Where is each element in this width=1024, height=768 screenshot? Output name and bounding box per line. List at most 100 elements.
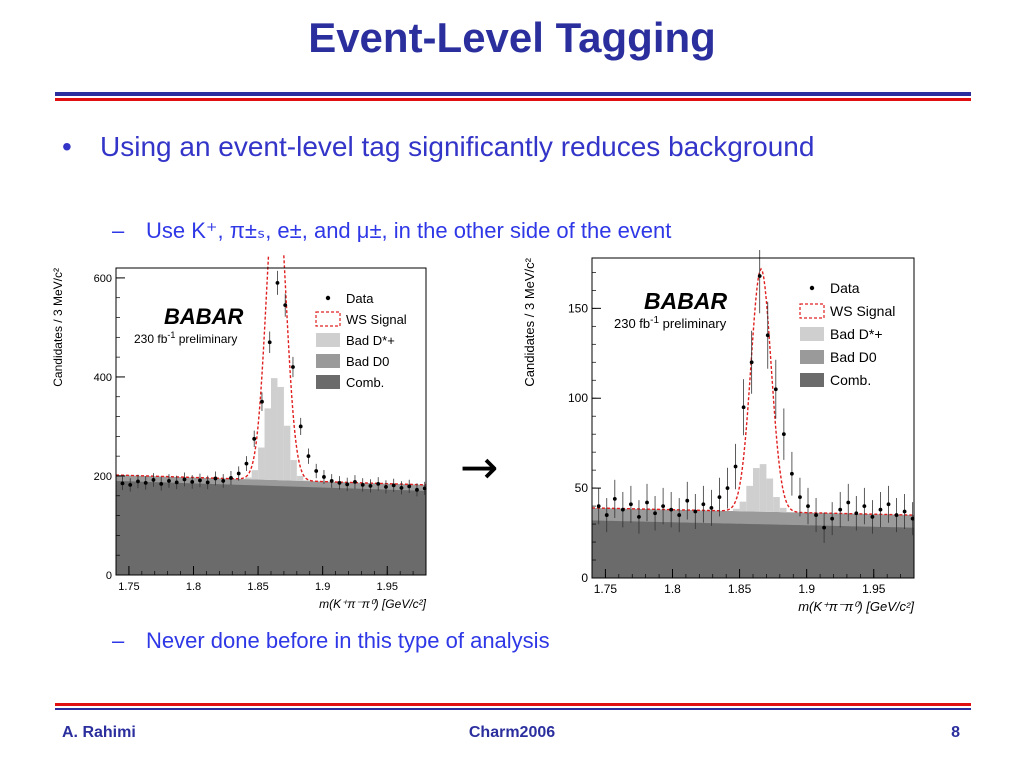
- bad-dstar-bin: [766, 478, 774, 512]
- data-point: [322, 475, 326, 479]
- luminosity-label: 230 fb-1 preliminary: [134, 330, 237, 346]
- data-point: [612, 496, 617, 501]
- footer-author: A. Rahimi: [62, 724, 136, 741]
- data-point: [182, 477, 187, 482]
- combinatoric-component: [116, 480, 426, 575]
- legend-label: Comb.: [346, 375, 384, 390]
- data-point: [128, 482, 133, 487]
- data-point: [677, 513, 682, 517]
- data-point: [174, 480, 179, 485]
- legend-swatch: [800, 373, 824, 387]
- legend-label: WS Signal: [830, 303, 895, 319]
- data-point: [629, 502, 633, 507]
- data-point: [596, 504, 601, 508]
- data-point: [862, 504, 867, 508]
- data-point: [407, 484, 412, 489]
- data-point: [886, 502, 891, 507]
- data-point: [329, 479, 334, 483]
- ws-signal-curve: [591, 267, 915, 516]
- data-point: [283, 303, 288, 308]
- bad-dstar-bin: [773, 497, 780, 513]
- data-point: [190, 480, 195, 484]
- data-point: [902, 509, 907, 514]
- babar-logo: BABAR: [164, 304, 244, 329]
- y-axis-label: Candidates / 3 MeV/c²: [51, 268, 65, 387]
- data-point: [275, 280, 280, 285]
- data-point: [229, 476, 233, 480]
- data-point: [773, 387, 778, 392]
- bad-dstar-bin: [290, 460, 297, 481]
- sub-bullet-2: – Never done before in this type of analy…: [112, 628, 550, 654]
- data-point: [167, 479, 171, 483]
- y-tick-label: 0: [581, 571, 588, 585]
- data-point: [306, 454, 311, 459]
- bullet-marker: •: [62, 131, 72, 162]
- data-point: [637, 514, 641, 519]
- legend-swatch: [316, 375, 340, 389]
- bad-dstar-bin: [759, 464, 767, 512]
- data-point: [645, 500, 649, 505]
- x-tick-label: 1.8: [664, 582, 681, 596]
- legend-label: Bad D*+: [346, 333, 395, 348]
- data-point: [213, 476, 218, 481]
- data-point: [252, 436, 257, 441]
- luminosity-unit-power: -1: [650, 315, 659, 326]
- legend-swatch: [316, 333, 340, 347]
- data-point: [653, 511, 657, 516]
- data-point: [781, 432, 786, 437]
- legend-swatch: [800, 327, 824, 341]
- data-point: [368, 483, 373, 488]
- data-point: [360, 482, 365, 487]
- y-tick-label: 200: [94, 471, 112, 483]
- legend-swatch-signal: [315, 311, 341, 327]
- data-point: [260, 399, 264, 404]
- x-axis-label: m(K⁺π⁻π⁰) [GeV/c²]: [319, 597, 427, 611]
- data-point: [205, 480, 210, 485]
- histogram-right: 0 50 100 150 1.75 1.8 1.85 1.9 1.95 m(K⁺π⁻π⁰) [Ge…: [522, 250, 915, 614]
- data-point: [878, 507, 883, 512]
- data-point: [143, 481, 148, 485]
- bad-dstar-bin: [258, 447, 265, 480]
- data-point: [620, 507, 625, 512]
- data-point: [790, 471, 794, 476]
- data-point: [749, 360, 754, 365]
- y-tick-label: 100: [568, 391, 588, 405]
- bad-dstar-bin: [732, 508, 740, 512]
- legend-label: WS Signal: [346, 312, 407, 327]
- data-point: [151, 478, 156, 482]
- data-point: [244, 461, 249, 466]
- data-point: [765, 333, 770, 338]
- preliminary-label: preliminary: [659, 316, 727, 331]
- x-tick-label: 1.9: [315, 581, 330, 593]
- bad-dstar-bin: [283, 425, 291, 481]
- slide-title: Event-Level Tagging: [308, 14, 716, 61]
- sub-bullet-text: Use K⁺, π±ₛ, e±, and μ±, in the other si…: [146, 218, 672, 243]
- data-point: [384, 484, 388, 489]
- bad-dstar-bin: [753, 468, 760, 512]
- x-tick-label: 1.75: [594, 582, 618, 596]
- bad-dstar-bin: [277, 386, 284, 481]
- title-rule-red: [55, 98, 971, 101]
- bad-dstar-bin: [779, 507, 787, 513]
- footer-conference: Charm2006: [468, 724, 556, 741]
- data-point: [221, 479, 226, 483]
- legend-label: Bad D*+: [830, 326, 883, 342]
- data-point: [267, 340, 272, 345]
- title-rule-blue: [55, 92, 971, 96]
- babar-logo: BABAR: [644, 288, 727, 314]
- y-axis-label: Candidates / 3 MeV/c²: [522, 257, 537, 386]
- data-point: [136, 479, 140, 484]
- data-point: [685, 498, 690, 503]
- luminosity-label: 230 fb-1 preliminary: [614, 315, 727, 332]
- data-point: [236, 471, 241, 476]
- data-point: [415, 487, 419, 492]
- data-point: [846, 500, 851, 505]
- data-point: [894, 513, 899, 517]
- legend-swatch-data: [325, 295, 331, 301]
- data-point: [717, 495, 722, 500]
- data-point: [314, 469, 319, 473]
- data-point: [854, 511, 859, 516]
- data-point: [298, 424, 303, 429]
- x-tick-label: 1.85: [247, 581, 268, 593]
- bad-dstar-bin: [251, 470, 259, 480]
